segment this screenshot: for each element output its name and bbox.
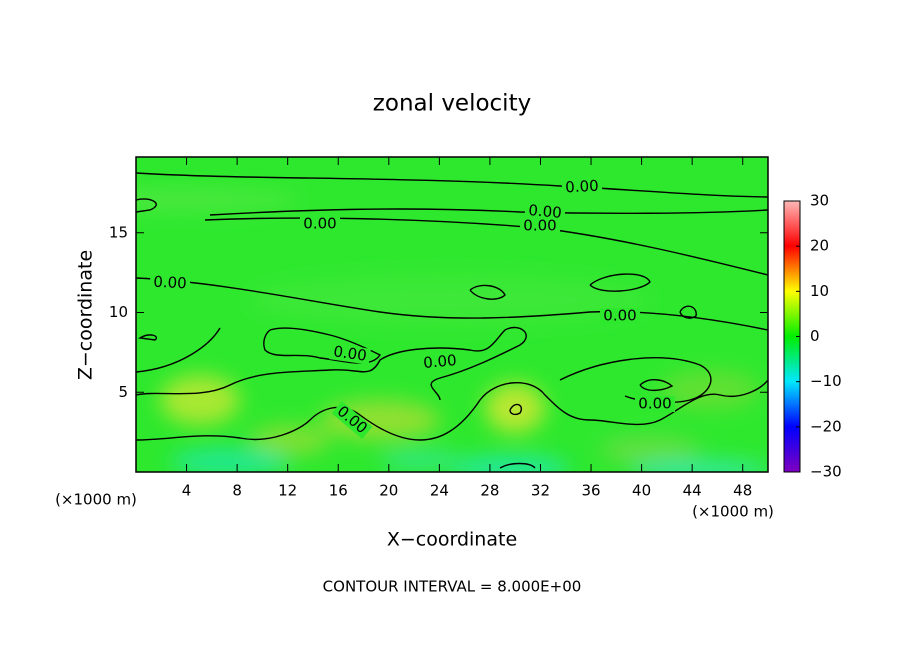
contour-label-bg — [635, 396, 675, 412]
colorbar-tick-label: 30 — [810, 192, 829, 210]
contour-label: 0.00 — [523, 217, 556, 235]
x-tick-label: 20 — [379, 482, 398, 500]
field-blobs — [136, 190, 768, 472]
field-blob — [160, 375, 240, 425]
contour-line — [509, 403, 522, 416]
x-unit-label: (×1000 m) — [692, 503, 774, 521]
field-blob — [485, 383, 545, 433]
contour-label-bg — [300, 216, 340, 232]
contour-line — [136, 198, 157, 213]
contour-label-bg — [561, 177, 603, 197]
colorbar-tick-label: 0 — [810, 327, 820, 345]
x-unit-label: (×1000 m) — [55, 491, 137, 509]
contour-label: 0.00 — [153, 273, 187, 293]
field-blob — [630, 460, 768, 472]
x-tick-label: 8 — [232, 482, 242, 500]
x-tick-label: 12 — [278, 482, 297, 500]
contour-line — [499, 462, 536, 469]
contour-label-bg — [600, 308, 640, 324]
contour-line — [263, 327, 382, 364]
field: 0.000.000.000.000.000.000.00 0.000.00 0.00 — [136, 157, 768, 472]
field-blob — [600, 435, 700, 465]
contour-label-bg — [520, 218, 560, 234]
x-tick-label: 36 — [581, 482, 600, 500]
colorbar-tick-label: 20 — [810, 237, 829, 255]
contour-label: 0.00 — [303, 215, 336, 233]
contour-label: 0.00 — [528, 201, 563, 222]
colorbar-tick-label: −10 — [810, 372, 842, 390]
contour-label: 0.00 — [423, 351, 458, 372]
y-axis-label: Z−coordinate — [75, 250, 97, 380]
contour-label-bg — [329, 343, 371, 365]
x-tick-label: 32 — [531, 482, 550, 500]
contour-line — [589, 273, 651, 292]
contour-label: 0.00 — [638, 395, 671, 413]
contour-label-bg — [149, 273, 191, 293]
contour-label-bg — [524, 202, 566, 222]
x-tick-label: 4 — [182, 482, 192, 500]
contour-line — [136, 172, 768, 198]
x-tick-label: 16 — [329, 482, 348, 500]
contour-label: 0.00 — [332, 342, 368, 364]
contour-line — [639, 379, 674, 392]
contour-line — [209, 208, 768, 216]
y-tick-label: 15 — [109, 223, 128, 241]
x-tick-label: 40 — [632, 482, 651, 500]
x-tick-label: 24 — [430, 482, 449, 500]
contour-line — [137, 334, 157, 341]
colorbar-tick-label: 10 — [810, 282, 829, 300]
contour-label: 0.00 — [603, 307, 636, 325]
annotation: CONTOUR INTERVAL = 8.000E+00 — [323, 578, 582, 596]
colorbar-tick-label: −30 — [810, 463, 842, 481]
colorbar-tick-label: −20 — [810, 417, 842, 435]
contour-line — [469, 284, 506, 300]
contour-line — [136, 326, 768, 441]
contour-line — [136, 277, 768, 331]
y-tick-label: 5 — [118, 383, 128, 401]
plot-frame — [135, 156, 769, 473]
y-tick-label: 10 — [109, 303, 128, 321]
field-blob — [136, 190, 300, 210]
contour-label-bg — [419, 352, 461, 372]
chart-title: zonal velocity — [373, 91, 531, 117]
field-blob — [170, 448, 290, 472]
field-blob — [660, 370, 760, 410]
x-tick-label: 44 — [683, 482, 702, 500]
field-blob — [250, 275, 650, 325]
x-tick-label: 28 — [480, 482, 499, 500]
field-blob — [380, 450, 460, 470]
field-blob — [250, 425, 330, 455]
contour-label-bg — [331, 401, 373, 439]
x-tick-label: 48 — [733, 482, 752, 500]
field-blob — [450, 456, 570, 472]
contour-line — [679, 305, 697, 319]
x-axis-label: X−coordinate — [387, 529, 517, 551]
contour-label: 0.00 — [565, 177, 599, 197]
